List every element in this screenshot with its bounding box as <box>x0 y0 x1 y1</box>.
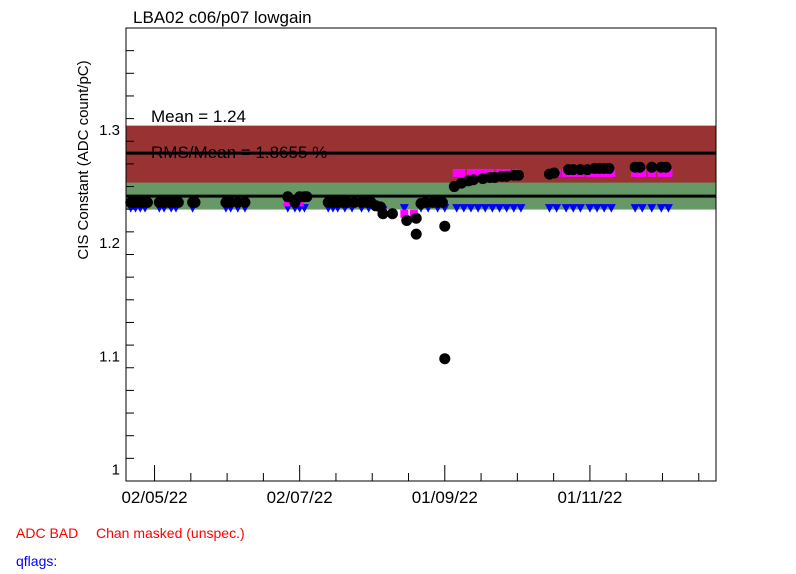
point-circle <box>386 208 398 220</box>
point-triangle <box>452 204 462 213</box>
point-triangle <box>575 204 585 213</box>
adc-bad-label: ADC BAD <box>16 525 79 541</box>
point-circle <box>646 161 658 173</box>
point-circle <box>513 169 525 181</box>
y-axis-label: CIS Constant (ADC count/pC) <box>75 60 92 259</box>
point-square <box>452 168 461 177</box>
point-circle <box>239 196 251 208</box>
x-tick-label: 01/11/22 <box>557 488 622 507</box>
point-circle <box>172 196 184 208</box>
point-triangle <box>466 204 476 213</box>
points-layer <box>125 161 673 365</box>
point-triangle <box>480 204 490 213</box>
point-circle <box>439 220 451 232</box>
point-square <box>664 168 673 177</box>
point-triangle <box>399 204 409 213</box>
point-circle <box>141 196 153 208</box>
point-circle <box>439 353 451 365</box>
point-triangle <box>647 204 657 213</box>
point-triangle <box>487 204 497 213</box>
point-square <box>647 168 656 177</box>
point-triangle <box>592 204 602 213</box>
y-tick-label: 1 <box>112 462 120 479</box>
y-tick-label: 1.2 <box>99 235 120 252</box>
point-triangle <box>585 204 595 213</box>
point-triangle <box>637 204 647 213</box>
point-circle <box>401 215 413 227</box>
rms-annotation: RMS/Mean = 1.8655 % <box>151 143 327 162</box>
chan-masked-label: Chan masked (unspec.) <box>96 525 245 541</box>
point-circle <box>189 196 201 208</box>
point-square <box>478 168 487 177</box>
qflags-label: qflags: <box>16 553 58 569</box>
point-square <box>400 209 409 218</box>
point-circle <box>301 191 313 203</box>
y-tick-label: 1.1 <box>99 348 120 365</box>
mean-annotation: Mean = 1.24 <box>151 107 246 126</box>
point-triangle <box>606 204 616 213</box>
point-square <box>657 168 666 177</box>
point-circle <box>410 228 422 240</box>
point-square <box>638 168 647 177</box>
point-circle <box>634 161 646 173</box>
x-tick-label: 02/05/22 <box>121 488 187 507</box>
point-circle <box>377 208 389 220</box>
point-square <box>631 168 640 177</box>
point-triangle <box>473 204 483 213</box>
point-square <box>457 168 466 177</box>
axes-layer: 1 1.1 1.2 1.3 02/05/22 02/07/22 01/09/22 01/11/… <box>99 27 717 507</box>
point-triangle <box>509 204 519 213</box>
point-circle <box>603 162 615 174</box>
chart-title: LBA02 c06/p07 lowgain <box>133 8 312 27</box>
point-triangle <box>544 204 554 213</box>
point-triangle <box>516 204 526 213</box>
point-triangle <box>599 204 609 213</box>
point-square <box>283 198 292 207</box>
x-tick-label: 01/09/22 <box>412 488 478 507</box>
point-circle <box>436 196 448 208</box>
point-triangle <box>495 204 505 213</box>
y-tick-label: 1.3 <box>99 122 120 139</box>
point-circle <box>548 167 560 179</box>
point-circle <box>467 174 479 186</box>
plot-frame <box>125 27 717 482</box>
x-tick-label: 02/07/22 <box>267 488 333 507</box>
point-triangle <box>656 204 666 213</box>
point-triangle <box>552 204 562 213</box>
point-triangle <box>502 204 512 213</box>
point-circle <box>660 161 672 173</box>
point-square <box>466 168 475 177</box>
point-circle <box>410 212 422 224</box>
point-square <box>471 168 480 177</box>
lines-layer <box>126 151 716 198</box>
point-triangle <box>561 204 571 213</box>
point-triangle <box>459 204 469 213</box>
point-triangle <box>630 204 640 213</box>
point-triangle <box>568 204 578 213</box>
point-triangle <box>663 204 673 213</box>
